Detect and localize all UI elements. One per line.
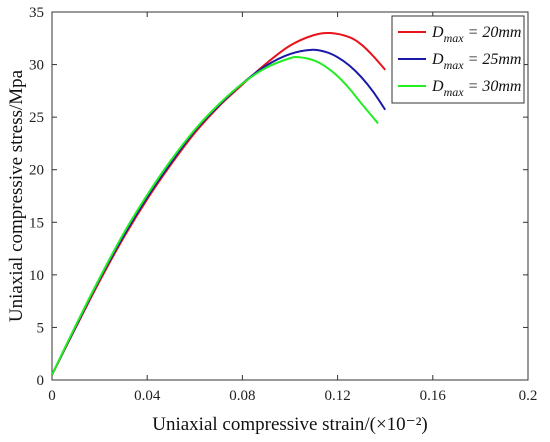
legend-label: Dmax = 25mm <box>431 51 521 72</box>
legend-label-sub: max <box>444 85 465 99</box>
y-tick-label: 30 <box>29 58 44 74</box>
y-axis-ticks: 0 5 10 15 20 25 30 35 <box>29 5 528 389</box>
y-tick-label: 20 <box>29 163 44 179</box>
legend-label-rest: = 25mm <box>464 51 522 68</box>
x-tick-label: 0.04 <box>134 388 161 404</box>
y-axis-title: Uniaxial compressive stress/Mpa <box>6 69 27 322</box>
legend-label-base: D <box>431 51 444 68</box>
x-tick-label: 0.12 <box>324 388 350 404</box>
y-tick-label: 25 <box>29 110 44 126</box>
series-layer <box>51 31 387 376</box>
x-axis-title: Uniaxial compressive strain/(×10⁻²) <box>152 414 427 435</box>
x-tick-label: 0.16 <box>420 388 447 404</box>
x-tick-label: 0 <box>48 388 56 404</box>
legend-label-sub: max <box>444 31 465 45</box>
y-tick-label: 35 <box>29 5 44 21</box>
series-line-3 <box>51 55 379 376</box>
y-tick-label: 10 <box>29 268 44 284</box>
x-tick-label: 0.08 <box>229 388 255 404</box>
legend-label: Dmax = 30mm <box>431 78 521 99</box>
legend-label-base: D <box>431 24 444 41</box>
legend-label-rest: = 20mm <box>464 24 522 41</box>
y-tick-label: 5 <box>37 320 45 336</box>
y-tick-label: 15 <box>29 215 44 231</box>
x-tick-label: 0.2 <box>519 388 538 404</box>
x-axis-ticks: 0 0.04 0.08 0.12 0.16 0.2 <box>48 12 537 404</box>
legend-label-sub: max <box>444 58 465 72</box>
legend-label: Dmax = 20mm <box>431 24 521 45</box>
legend-label-base: D <box>431 78 444 95</box>
y-tick-label: 0 <box>37 373 45 389</box>
legend-label-rest: = 30mm <box>464 78 522 95</box>
